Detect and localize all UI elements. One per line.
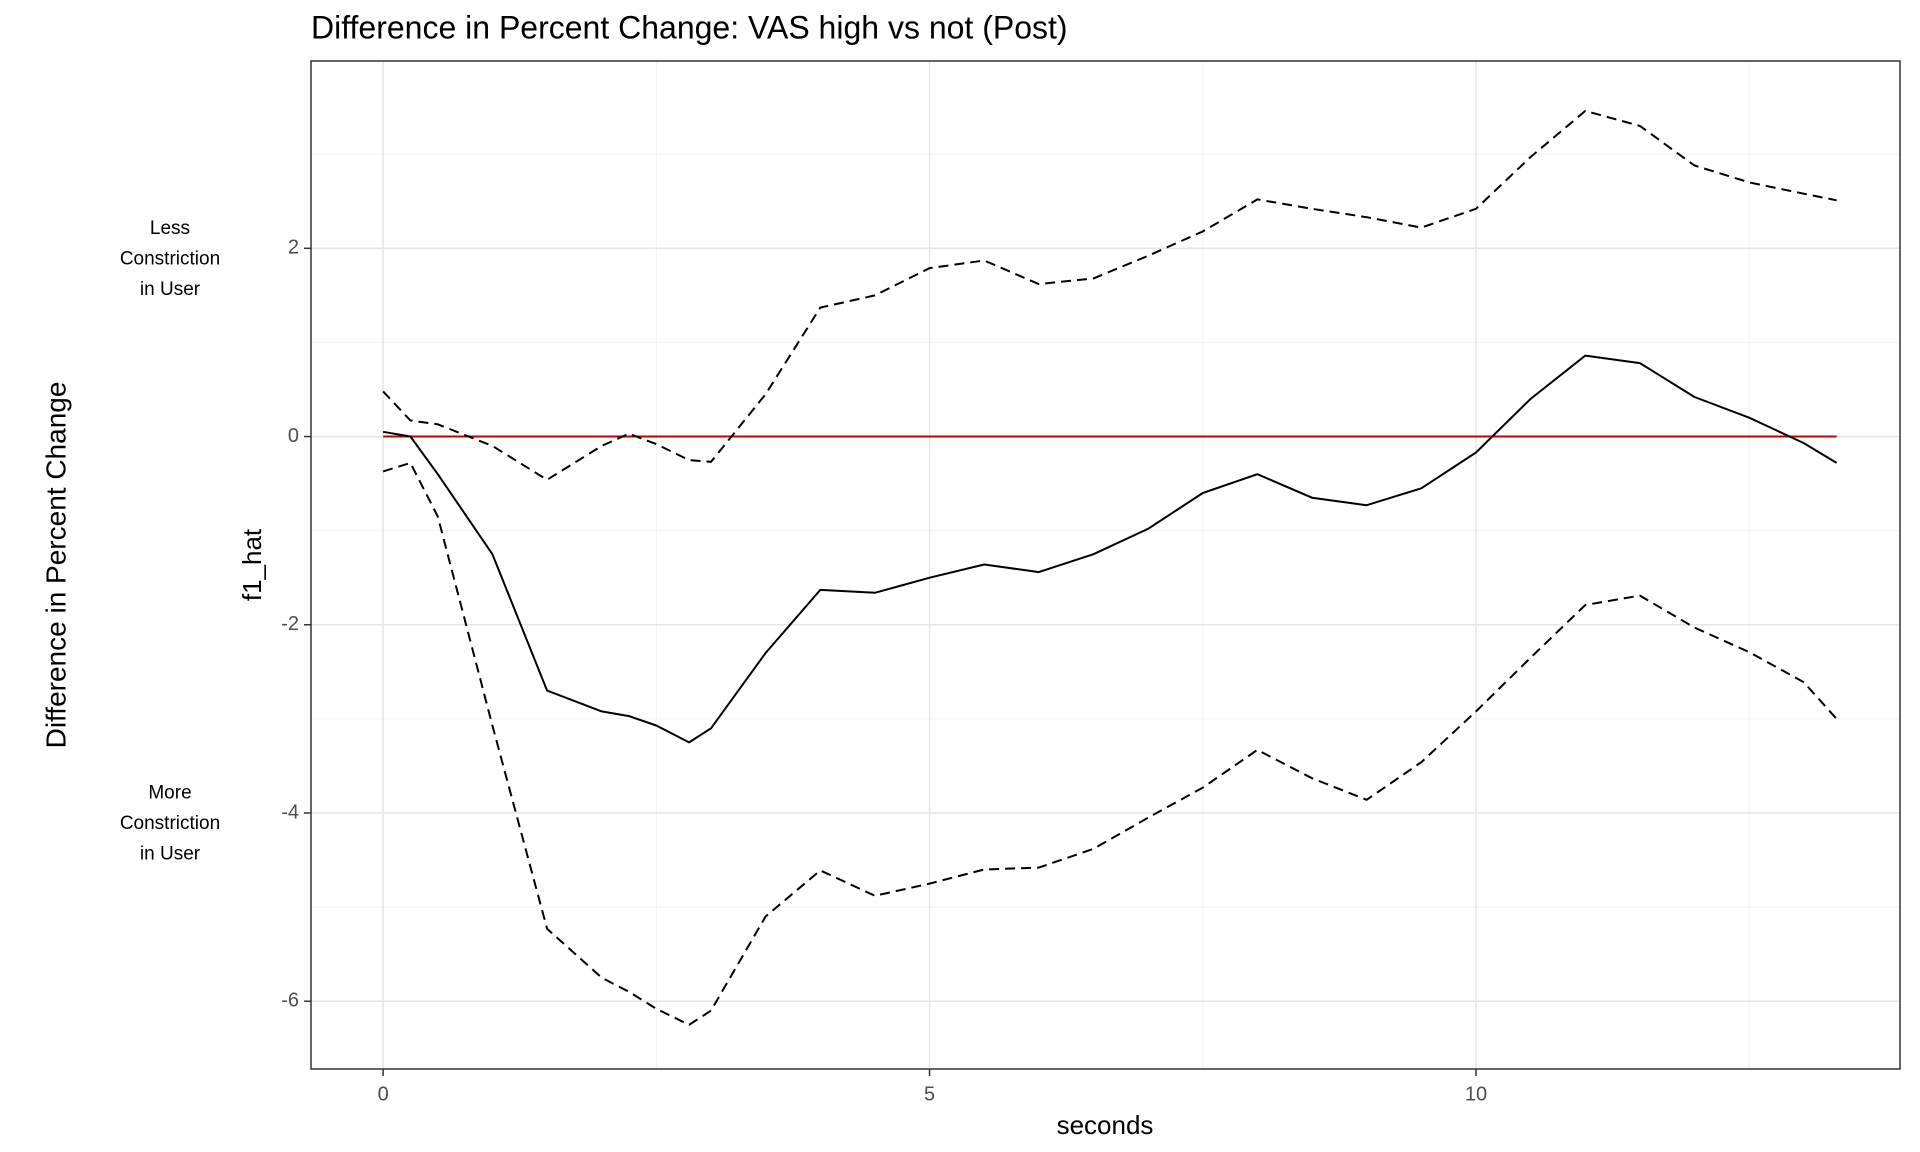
outer-y-label: Difference in Percent Change bbox=[40, 382, 71, 749]
estimate-line bbox=[382, 354, 1838, 744]
x-tick-label: 5 bbox=[924, 1083, 935, 1105]
y-tick-label: 2 bbox=[288, 237, 299, 259]
y-tick-label: -4 bbox=[281, 801, 299, 823]
annotation: Less bbox=[150, 218, 190, 239]
chart-title: Difference in Percent Change: VAS high v… bbox=[311, 9, 1068, 45]
x-tick-label: 0 bbox=[378, 1083, 389, 1105]
annotation: in User bbox=[140, 844, 201, 865]
x-tick-label: 10 bbox=[1465, 1083, 1487, 1105]
x-axis-label: seconds bbox=[1057, 1110, 1154, 1140]
confidence-band-line bbox=[382, 109, 1837, 481]
y-axis-label: f1_hat bbox=[237, 528, 267, 601]
y-tick-label: -2 bbox=[281, 613, 299, 635]
y-tick-label: 0 bbox=[288, 425, 299, 447]
annotation: Constriction bbox=[120, 248, 220, 269]
annotation: Constriction bbox=[120, 813, 220, 834]
confidence-band-line bbox=[382, 461, 1838, 1026]
annotation: in User bbox=[140, 279, 201, 300]
panel-border bbox=[310, 60, 1901, 1070]
y-tick-label: -6 bbox=[281, 990, 299, 1012]
annotation: More bbox=[148, 783, 191, 804]
